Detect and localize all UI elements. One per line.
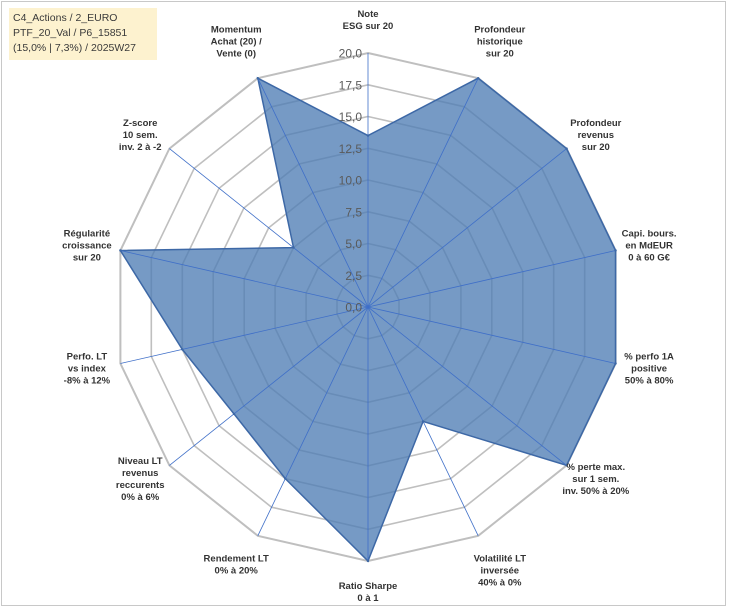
axis-spoke-1 [367,78,479,308]
info-line-2: PTF_20_Val / P6_15851 [13,27,128,39]
axis-label-1: Profondeur historique sur 20 [474,24,525,59]
axis-spoke-11 [120,250,369,308]
info-line-1: C4_Actions / 2_EURO [13,12,118,24]
data-point-10 [181,348,184,351]
tick-label-6: 15,0 [339,110,363,124]
data-point-2 [565,147,568,150]
axis-label-2: Profondeur revenus sur 20 [570,118,621,153]
data-point-3 [614,249,617,252]
tick-label-1: 2,5 [345,269,362,283]
data-point-7 [366,559,370,563]
axis-spoke-13 [257,78,369,308]
info-line-3: (15,0% | 7,3%) / 2025W27 [13,42,136,54]
data-point-0 [366,134,370,137]
tick-label-5: 12,5 [339,142,363,156]
tick-label-2: 5,0 [345,237,362,251]
axis-label-13: Momentum Achat (20) / Vente (0) [211,24,263,59]
data-point-11 [119,249,122,252]
axis-label-7: Ratio Sharpe 0 à 1 [339,581,398,604]
axis-label-3: Capi. bours. en MdEUR 0 à 60 G€ [622,229,677,264]
data-point-8 [284,477,287,480]
data-point-5 [565,464,568,467]
data-point-4 [614,362,617,365]
axis-label-9: Niveau LT revenus reccurents 0% à 6% [116,456,165,503]
data-point-12 [292,246,295,249]
axis-label-0: Note ESG sur 20 [343,9,394,32]
data-point-9 [232,412,236,416]
data-point-13 [256,77,259,80]
axis-label-4: % perfo 1A positive 50% à 80% [624,351,674,386]
axis-label-5: % perte max. sur 1 sem. inv. 50% à 20% [562,462,629,497]
data-point-6 [421,420,425,423]
axis-spoke-10 [120,306,369,364]
axis-spoke-8 [257,306,369,536]
axis-spoke-2 [367,148,567,308]
axis-spoke-4 [367,306,616,364]
tick-label-0: 0,0 [345,301,362,315]
axis-label-10: Perfo. LT vs index -8% à 12% [64,351,111,386]
axis-label-11: Régularité croissance sur 20 [62,229,112,264]
tick-label-8: 20,0 [339,47,363,61]
axis-label-8: Rendement LT 0% à 20% [204,554,269,577]
tick-label-4: 10,0 [339,174,363,188]
axis-spoke-9 [169,306,369,466]
chart-info-box: C4_Actions / 2_EURO PTF_20_Val / P6_1585… [9,8,157,60]
axis-label-12: Z-score 10 sem. inv. 2 à -2 [119,118,162,153]
axis-spoke-3 [367,250,616,308]
tick-label-7: 17,5 [339,78,363,92]
axis-spoke-12 [169,148,369,308]
axis-spoke-5 [367,306,567,466]
data-point-1 [477,77,480,80]
axis-label-6: Volatilité LT inversée 40% à 0% [474,554,527,589]
tick-label-3: 7,5 [345,205,362,219]
